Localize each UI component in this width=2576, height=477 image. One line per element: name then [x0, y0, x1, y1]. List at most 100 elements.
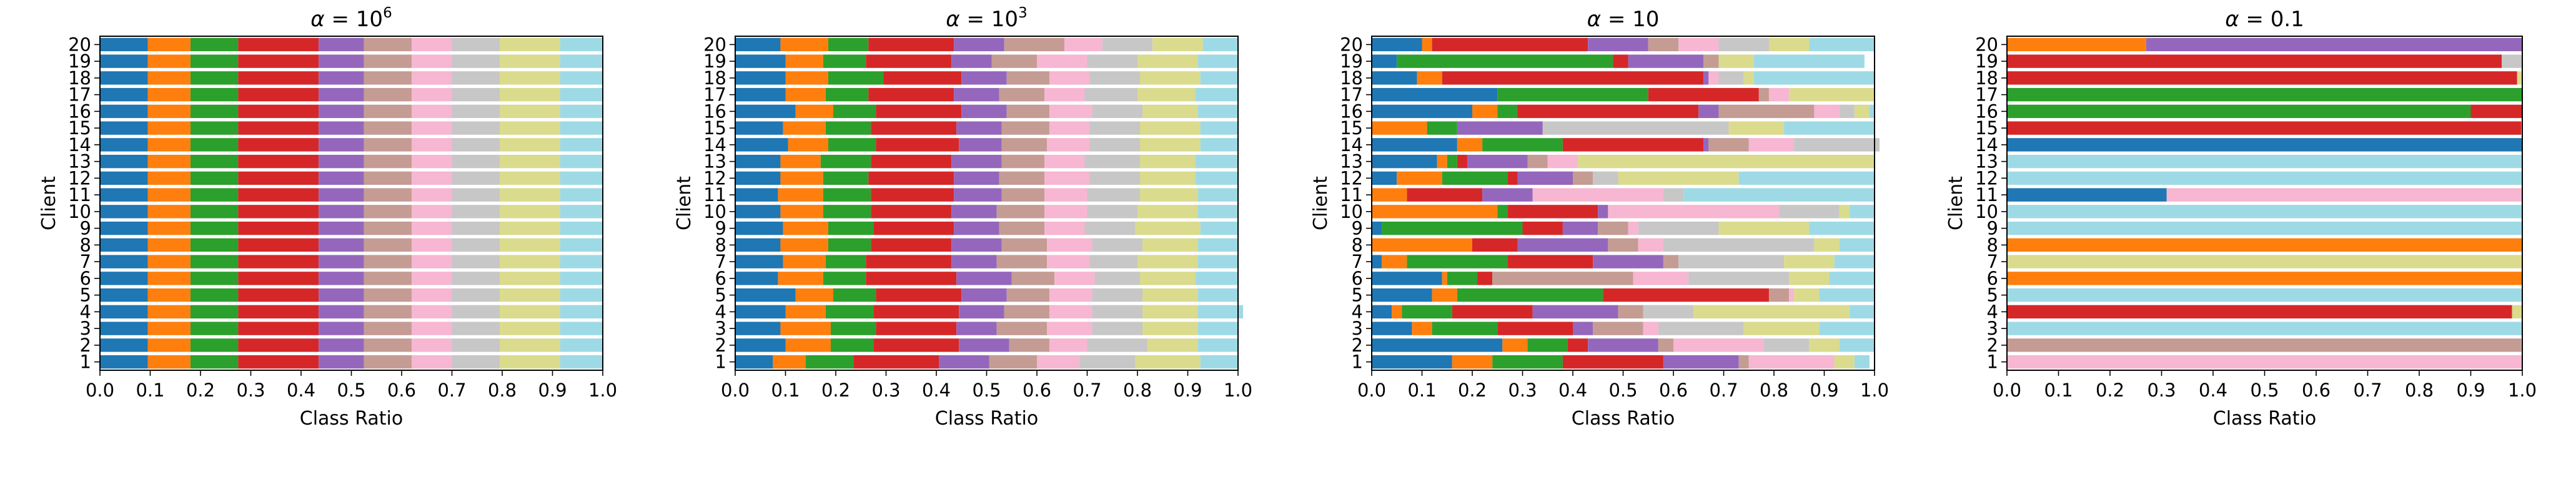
- bar-segment: [452, 238, 500, 252]
- bar-segment: [1137, 255, 1198, 268]
- bar-segment: [1102, 37, 1153, 52]
- x-axis-label: Class Ratio: [2213, 408, 2316, 430]
- y-tick-label: 3: [80, 318, 91, 339]
- bar-segment: [1678, 255, 1785, 268]
- bar-segment: [560, 272, 603, 285]
- y-tick-label: 10: [1975, 201, 1998, 222]
- bar-segment: [1152, 37, 1203, 52]
- bar-segment: [954, 171, 999, 185]
- bar-segment: [1728, 121, 1785, 135]
- y-tick-label: 17: [1340, 84, 1363, 106]
- bar-segment: [1372, 104, 1472, 119]
- bar-segment: [412, 104, 452, 119]
- bar-segment: [452, 87, 500, 102]
- bar-segment: [190, 54, 239, 68]
- bar-segment: [238, 171, 319, 185]
- bar-segment: [1049, 71, 1090, 85]
- bar-segment: [1573, 171, 1593, 185]
- bar-segment: [866, 54, 952, 68]
- bar-segment: [1748, 355, 1835, 369]
- bar-segment: [1517, 171, 1573, 185]
- bar-segment: [1628, 54, 1704, 68]
- axes-frame: [99, 36, 603, 371]
- bar-segment: [1407, 188, 1483, 202]
- bar-segment: [1447, 154, 1457, 169]
- bar-segment: [735, 54, 786, 68]
- bar-segment: [412, 37, 452, 52]
- bar-segment: [1372, 238, 1472, 252]
- bar-segment: [319, 138, 364, 152]
- bar-segment: [319, 288, 364, 302]
- bar-segment: [1197, 338, 1238, 352]
- bar-segment: [1044, 171, 1090, 185]
- bar-segment: [100, 221, 148, 235]
- bar-segment: [238, 338, 319, 352]
- bar-segment: [1814, 238, 1840, 252]
- bar-segment: [1743, 71, 1754, 85]
- bar-segment: [1049, 121, 1090, 135]
- bar-segment: [1648, 37, 1679, 52]
- chart-title: α = 106: [310, 5, 392, 32]
- bar-segment: [2007, 71, 2517, 85]
- y-tick-label: 13: [703, 151, 726, 172]
- bar-segment: [1517, 238, 1608, 252]
- y-axis-label: Client: [1945, 176, 1967, 230]
- x-tick-label: 0.5: [337, 380, 365, 401]
- bar-segment: [560, 255, 603, 268]
- bar-segment: [1718, 37, 1769, 52]
- bar-segment: [1768, 87, 1790, 102]
- bar-segment: [238, 188, 319, 202]
- bar-segment: [795, 104, 833, 119]
- bar-segment: [1372, 188, 1407, 202]
- bar-segment: [1142, 104, 1198, 119]
- bar-segment: [1009, 338, 1050, 352]
- bar-segment: [961, 71, 1007, 85]
- bar-segment: [147, 338, 191, 352]
- bar-segment: [1573, 322, 1593, 335]
- bar-segment: [883, 71, 962, 85]
- bar-segment: [1142, 288, 1198, 302]
- y-tick-label: 5: [80, 285, 91, 306]
- y-tick-label: 16: [1975, 101, 1998, 122]
- bar-segment: [452, 121, 500, 135]
- y-tick-label: 20: [68, 34, 91, 55]
- bar-segment: [364, 104, 412, 119]
- bar-segment: [147, 305, 191, 319]
- bar-segment: [735, 288, 796, 302]
- bar-segment: [560, 221, 603, 235]
- bar-segment: [2007, 305, 2512, 319]
- bar-segment: [1779, 205, 1840, 219]
- y-tick-label: 14: [68, 134, 91, 155]
- bar-segment: [1819, 288, 1875, 302]
- bar-segment: [1087, 338, 1148, 352]
- bar-segment: [2166, 188, 2522, 202]
- x-tick-label: 0.0: [721, 380, 750, 401]
- x-tick-label: 1.0: [2508, 380, 2537, 401]
- bar-segment: [319, 37, 364, 52]
- bar-segment: [190, 188, 239, 202]
- bar-segment: [1839, 238, 1875, 252]
- bar-segment: [1197, 288, 1238, 302]
- bar-segment: [1638, 221, 1719, 235]
- bar-segment: [1004, 37, 1065, 52]
- y-tick-label: 12: [1340, 167, 1363, 189]
- bar-segment: [499, 238, 560, 252]
- bar-segment: [785, 71, 828, 85]
- bar-segment: [1092, 104, 1143, 119]
- bar-segment: [190, 272, 239, 285]
- bar-segment: [1200, 121, 1238, 135]
- bar-segment: [1532, 305, 1618, 319]
- bar-segment: [1044, 188, 1087, 202]
- bar-segment: [1768, 288, 1790, 302]
- bar-segment: [1087, 54, 1137, 68]
- bar-segment: [1457, 138, 1483, 152]
- bar-segment: [238, 205, 319, 219]
- bar-segment: [2146, 37, 2522, 52]
- y-tick-label: 13: [68, 151, 91, 172]
- bar-segment: [959, 138, 1002, 152]
- bar-segment: [871, 188, 954, 202]
- bar-segment: [319, 205, 364, 219]
- x-tick-label: 0.8: [488, 380, 517, 401]
- bar-segment: [2007, 138, 2522, 152]
- bar-segment: [996, 255, 1048, 268]
